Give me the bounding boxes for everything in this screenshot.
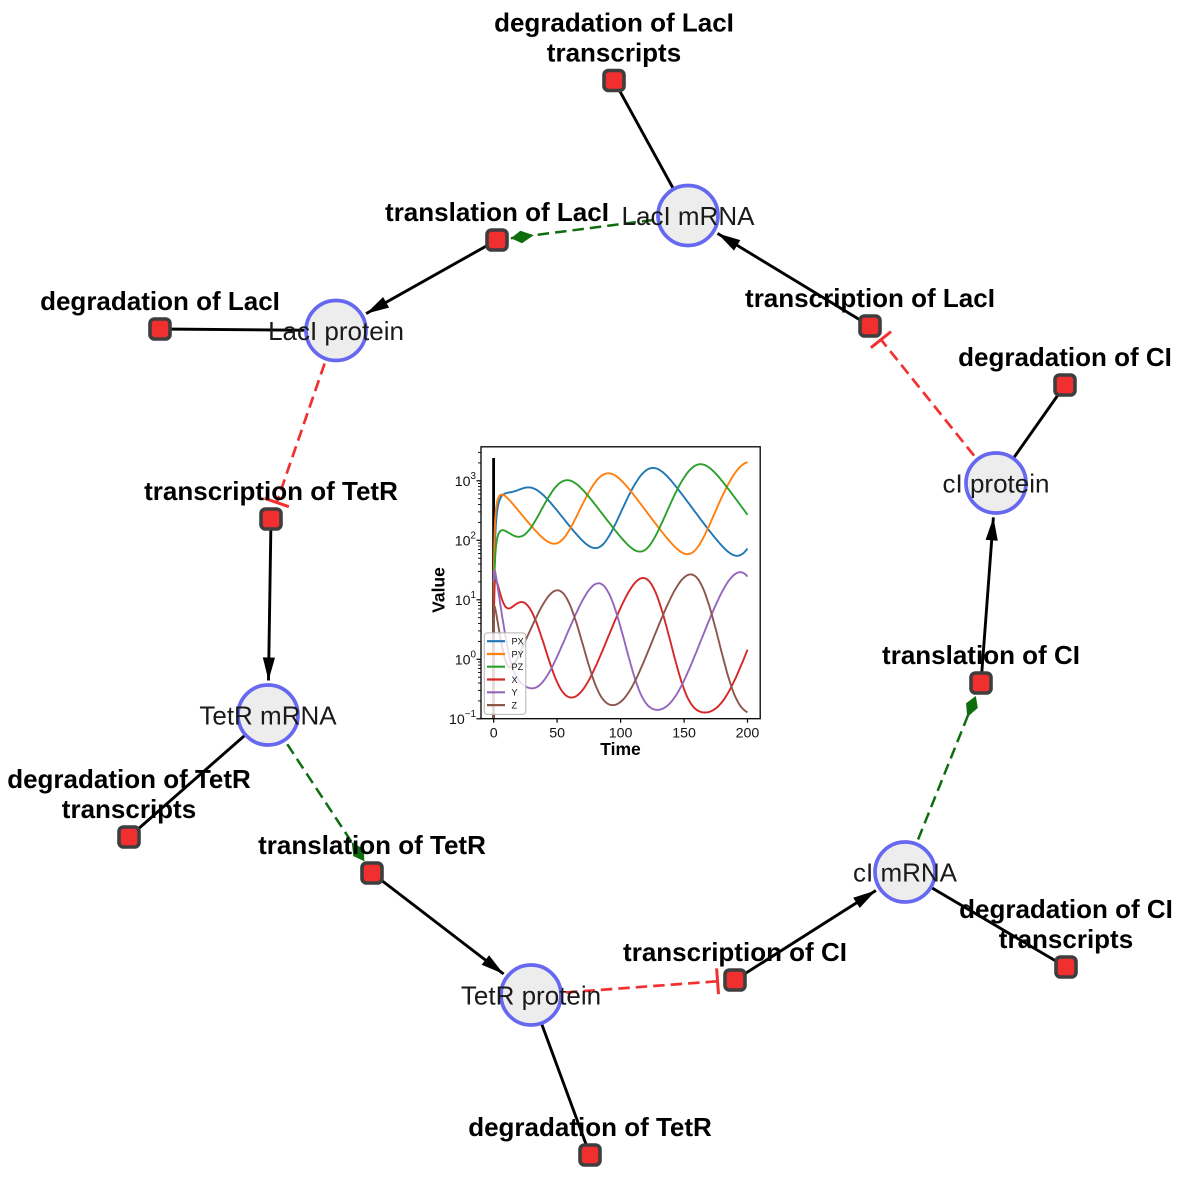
svg-text:X: X	[512, 675, 518, 685]
svg-text:PY: PY	[512, 649, 524, 659]
svg-text:PZ: PZ	[512, 662, 524, 672]
svg-text:degradation of LacI: degradation of LacI	[40, 286, 280, 316]
svg-text:translation of LacI: translation of LacI	[385, 197, 609, 227]
svg-text:TetR mRNA: TetR mRNA	[199, 701, 337, 731]
svg-text:0: 0	[490, 726, 498, 742]
svg-text:transcription of TetR: transcription of TetR	[144, 476, 398, 506]
svg-text:transcripts: transcripts	[547, 38, 681, 68]
svg-text:cI protein: cI protein	[943, 469, 1050, 499]
svg-text:LacI mRNA: LacI mRNA	[622, 201, 756, 231]
svg-text:PX: PX	[512, 637, 524, 647]
svg-text:200: 200	[736, 726, 760, 742]
svg-text:degradation of LacI: degradation of LacI	[494, 8, 734, 38]
svg-text:transcripts: transcripts	[62, 794, 196, 824]
svg-text:transcripts: transcripts	[999, 924, 1133, 954]
svg-text:Y: Y	[512, 688, 518, 698]
svg-text:degradation of TetR: degradation of TetR	[468, 1112, 712, 1142]
svg-text:TetR protein: TetR protein	[461, 981, 601, 1011]
svg-text:LacI protein: LacI protein	[268, 316, 404, 346]
svg-text:translation of CI: translation of CI	[882, 640, 1080, 670]
svg-text:150: 150	[672, 726, 696, 742]
svg-text:degradation of CI: degradation of CI	[958, 342, 1172, 372]
svg-text:Z: Z	[512, 701, 518, 711]
svg-text:Value: Value	[429, 567, 449, 613]
svg-text:transcription of CI: transcription of CI	[623, 937, 847, 967]
svg-text:50: 50	[549, 726, 565, 742]
svg-text:100: 100	[609, 726, 633, 742]
svg-text:transcription of LacI: transcription of LacI	[745, 283, 995, 313]
svg-text:degradation of CI: degradation of CI	[959, 894, 1173, 924]
svg-text:Time: Time	[600, 739, 641, 759]
svg-text:cI mRNA: cI mRNA	[853, 858, 958, 888]
svg-text:degradation of TetR: degradation of TetR	[7, 764, 251, 794]
svg-text:translation of TetR: translation of TetR	[258, 830, 486, 860]
